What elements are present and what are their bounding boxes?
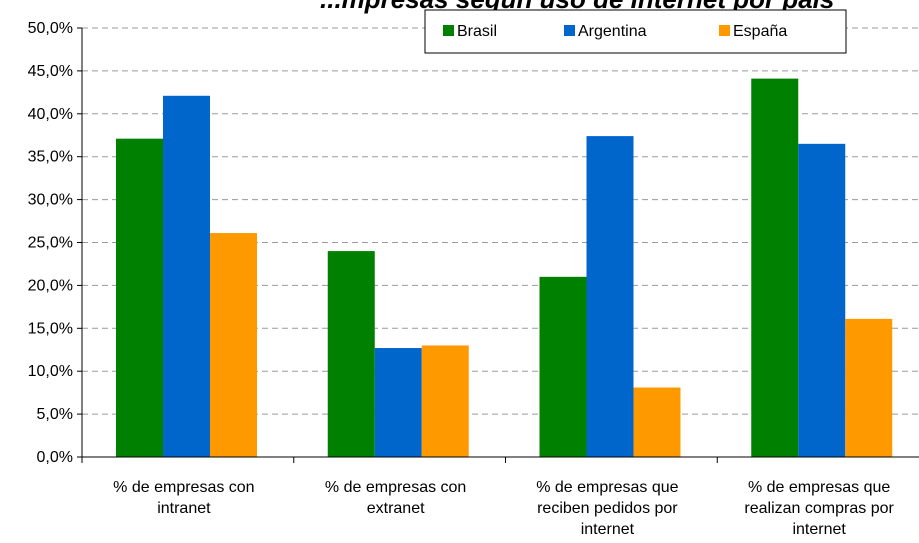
y-tick-label: 10,0% xyxy=(28,363,73,380)
bar-brasil-1 xyxy=(116,138,163,457)
x-category-label: % de empresas que realizan compras por int… xyxy=(744,479,894,538)
bar-brasil-3 xyxy=(539,276,587,457)
x-category-label: % de empresas con extranet xyxy=(325,479,466,517)
x-category-label: % de empresas con intranet xyxy=(113,479,254,517)
legend-label-brasil: Brasil xyxy=(457,23,497,40)
legend-label-espa-a: España xyxy=(733,23,787,40)
y-tick-label: 20,0% xyxy=(28,277,73,294)
bar-argentina-4 xyxy=(798,143,846,457)
bar-argentina-2 xyxy=(374,348,422,457)
y-tick-label: 5,0% xyxy=(37,406,73,423)
x-category-labels: % de empresas con intranet % de empresas c… xyxy=(113,479,894,538)
bar-brasil-2 xyxy=(327,251,375,457)
y-tick-label: 40,0% xyxy=(28,106,73,123)
legend-box xyxy=(424,9,847,54)
bar-espa-a-3 xyxy=(633,387,681,457)
y-tick-label: 35,0% xyxy=(28,149,73,166)
bar-argentina-3 xyxy=(586,136,634,457)
bar-brasil-4 xyxy=(751,78,799,457)
x-category-label: % de empresas que reciben pedidos por inte… xyxy=(536,479,678,538)
y-tick-label: 45,0% xyxy=(28,63,73,80)
bar-espa-a-4 xyxy=(845,318,893,457)
axes xyxy=(77,27,919,463)
legend-swatch-argentina xyxy=(564,25,575,36)
bars xyxy=(116,78,893,458)
legend-label-argentina: Argentina xyxy=(578,23,647,40)
bar-argentina-1 xyxy=(163,95,210,458)
y-tick-label: 50,0% xyxy=(28,20,73,37)
bar-espa-a-2 xyxy=(421,345,469,457)
y-tick-label: 25,0% xyxy=(28,235,73,252)
legend: Brasil Argentina España xyxy=(424,9,847,54)
bar-espa-a-1 xyxy=(210,233,257,457)
y-tick-label: 15,0% xyxy=(28,320,73,337)
y-tick-label: 30,0% xyxy=(28,192,73,209)
y-tick-label: 0,0% xyxy=(37,449,73,466)
legend-swatch-espa-a xyxy=(719,25,730,36)
y-tick-labels: 0,0% 5,0% 10,0% 15,0% 20,0% 25,0% 30,0% 35,0% 40… xyxy=(28,20,73,466)
legend-swatch-brasil xyxy=(443,25,454,36)
